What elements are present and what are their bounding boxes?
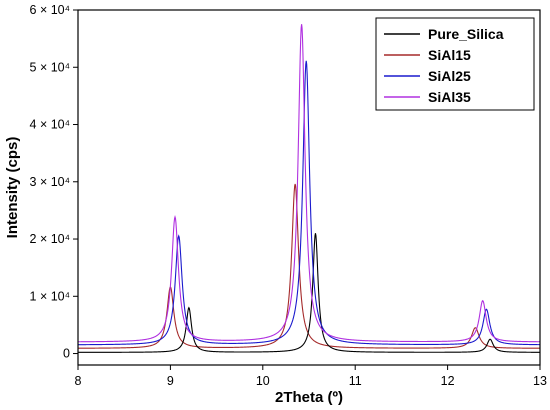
y-tick-label: 1 × 10⁴ [30,289,70,303]
x-tick-label: 8 [75,374,82,388]
x-tick-label: 10 [256,374,270,388]
y-tick-label: 3 × 10⁴ [30,175,70,189]
y-tick-label: 4 × 10⁴ [30,118,70,132]
x-tick-label: 9 [167,374,174,388]
y-tick-label: 0 [63,347,70,361]
plot-lines [77,24,541,353]
y-axis: 0 1 × 10⁴ 2 × 10⁴ 3 × 10⁴ 4 × 10⁴ 5 × 10⁴ 6 × … [30,3,78,361]
legend-label: SiAl35 [428,89,471,105]
series-line-sial15 [78,183,541,349]
legend-box [375,17,535,111]
y-tick-label: 2 × 10⁴ [30,232,70,246]
x-tick-label: 13 [533,374,547,388]
y-tick-label: 6 × 10⁴ [30,3,70,17]
y-tick-label: 5 × 10⁴ [30,60,70,74]
x-axis-title: 2Theta (º) [275,389,343,406]
legend-label: SiAl25 [428,68,471,84]
x-tick-label: 11 [349,374,362,388]
legend-label: Pure_Silica [428,26,504,42]
x-tick-label: 12 [441,374,455,388]
y-axis-title: Intensity (cps) [4,137,21,239]
legend-label: SiAl15 [428,47,471,63]
plot-frame [77,9,541,366]
series-line-sial25 [77,60,540,346]
x-axis: 8 9 10 11 12 13 [75,365,547,388]
series-line-pure-silica [78,233,540,353]
series-line-sial35 [78,24,541,343]
legend: Pure_Silica SiAl15 SiAl25 SiAl35 [375,17,535,111]
